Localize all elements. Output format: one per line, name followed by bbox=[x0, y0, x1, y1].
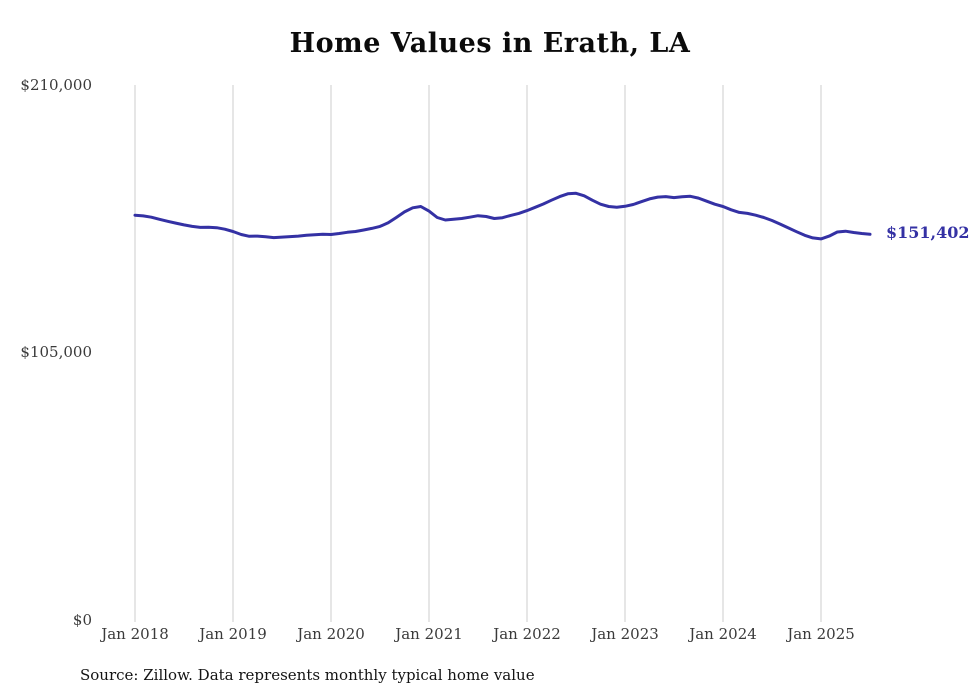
chart-title: Home Values in Erath, LA bbox=[289, 28, 691, 59]
y-tick-label-105000: $105,000 bbox=[20, 343, 92, 361]
y-tick-label-0: $0 bbox=[72, 611, 92, 629]
home-value-line bbox=[133, 191, 872, 241]
source-note: Source: Zillow. Data represents monthly … bbox=[80, 666, 535, 684]
x-tick-label-2020: Jan 2020 bbox=[297, 625, 365, 643]
x-tick-label-2025: Jan 2025 bbox=[787, 625, 855, 643]
x-tick-label-2018: Jan 2018 bbox=[101, 625, 169, 643]
x-tick-label-2019: Jan 2019 bbox=[199, 625, 267, 643]
gridlines-group bbox=[134, 85, 822, 622]
latest-value-label: $151,402 bbox=[886, 223, 970, 243]
x-tick-label-2021: Jan 2021 bbox=[395, 625, 463, 643]
y-tick-label-210000: $210,000 bbox=[20, 76, 92, 94]
x-tick-label-2023: Jan 2023 bbox=[591, 625, 659, 643]
x-tick-label-2022: Jan 2022 bbox=[493, 625, 561, 643]
x-tick-label-2024: Jan 2024 bbox=[689, 625, 757, 643]
